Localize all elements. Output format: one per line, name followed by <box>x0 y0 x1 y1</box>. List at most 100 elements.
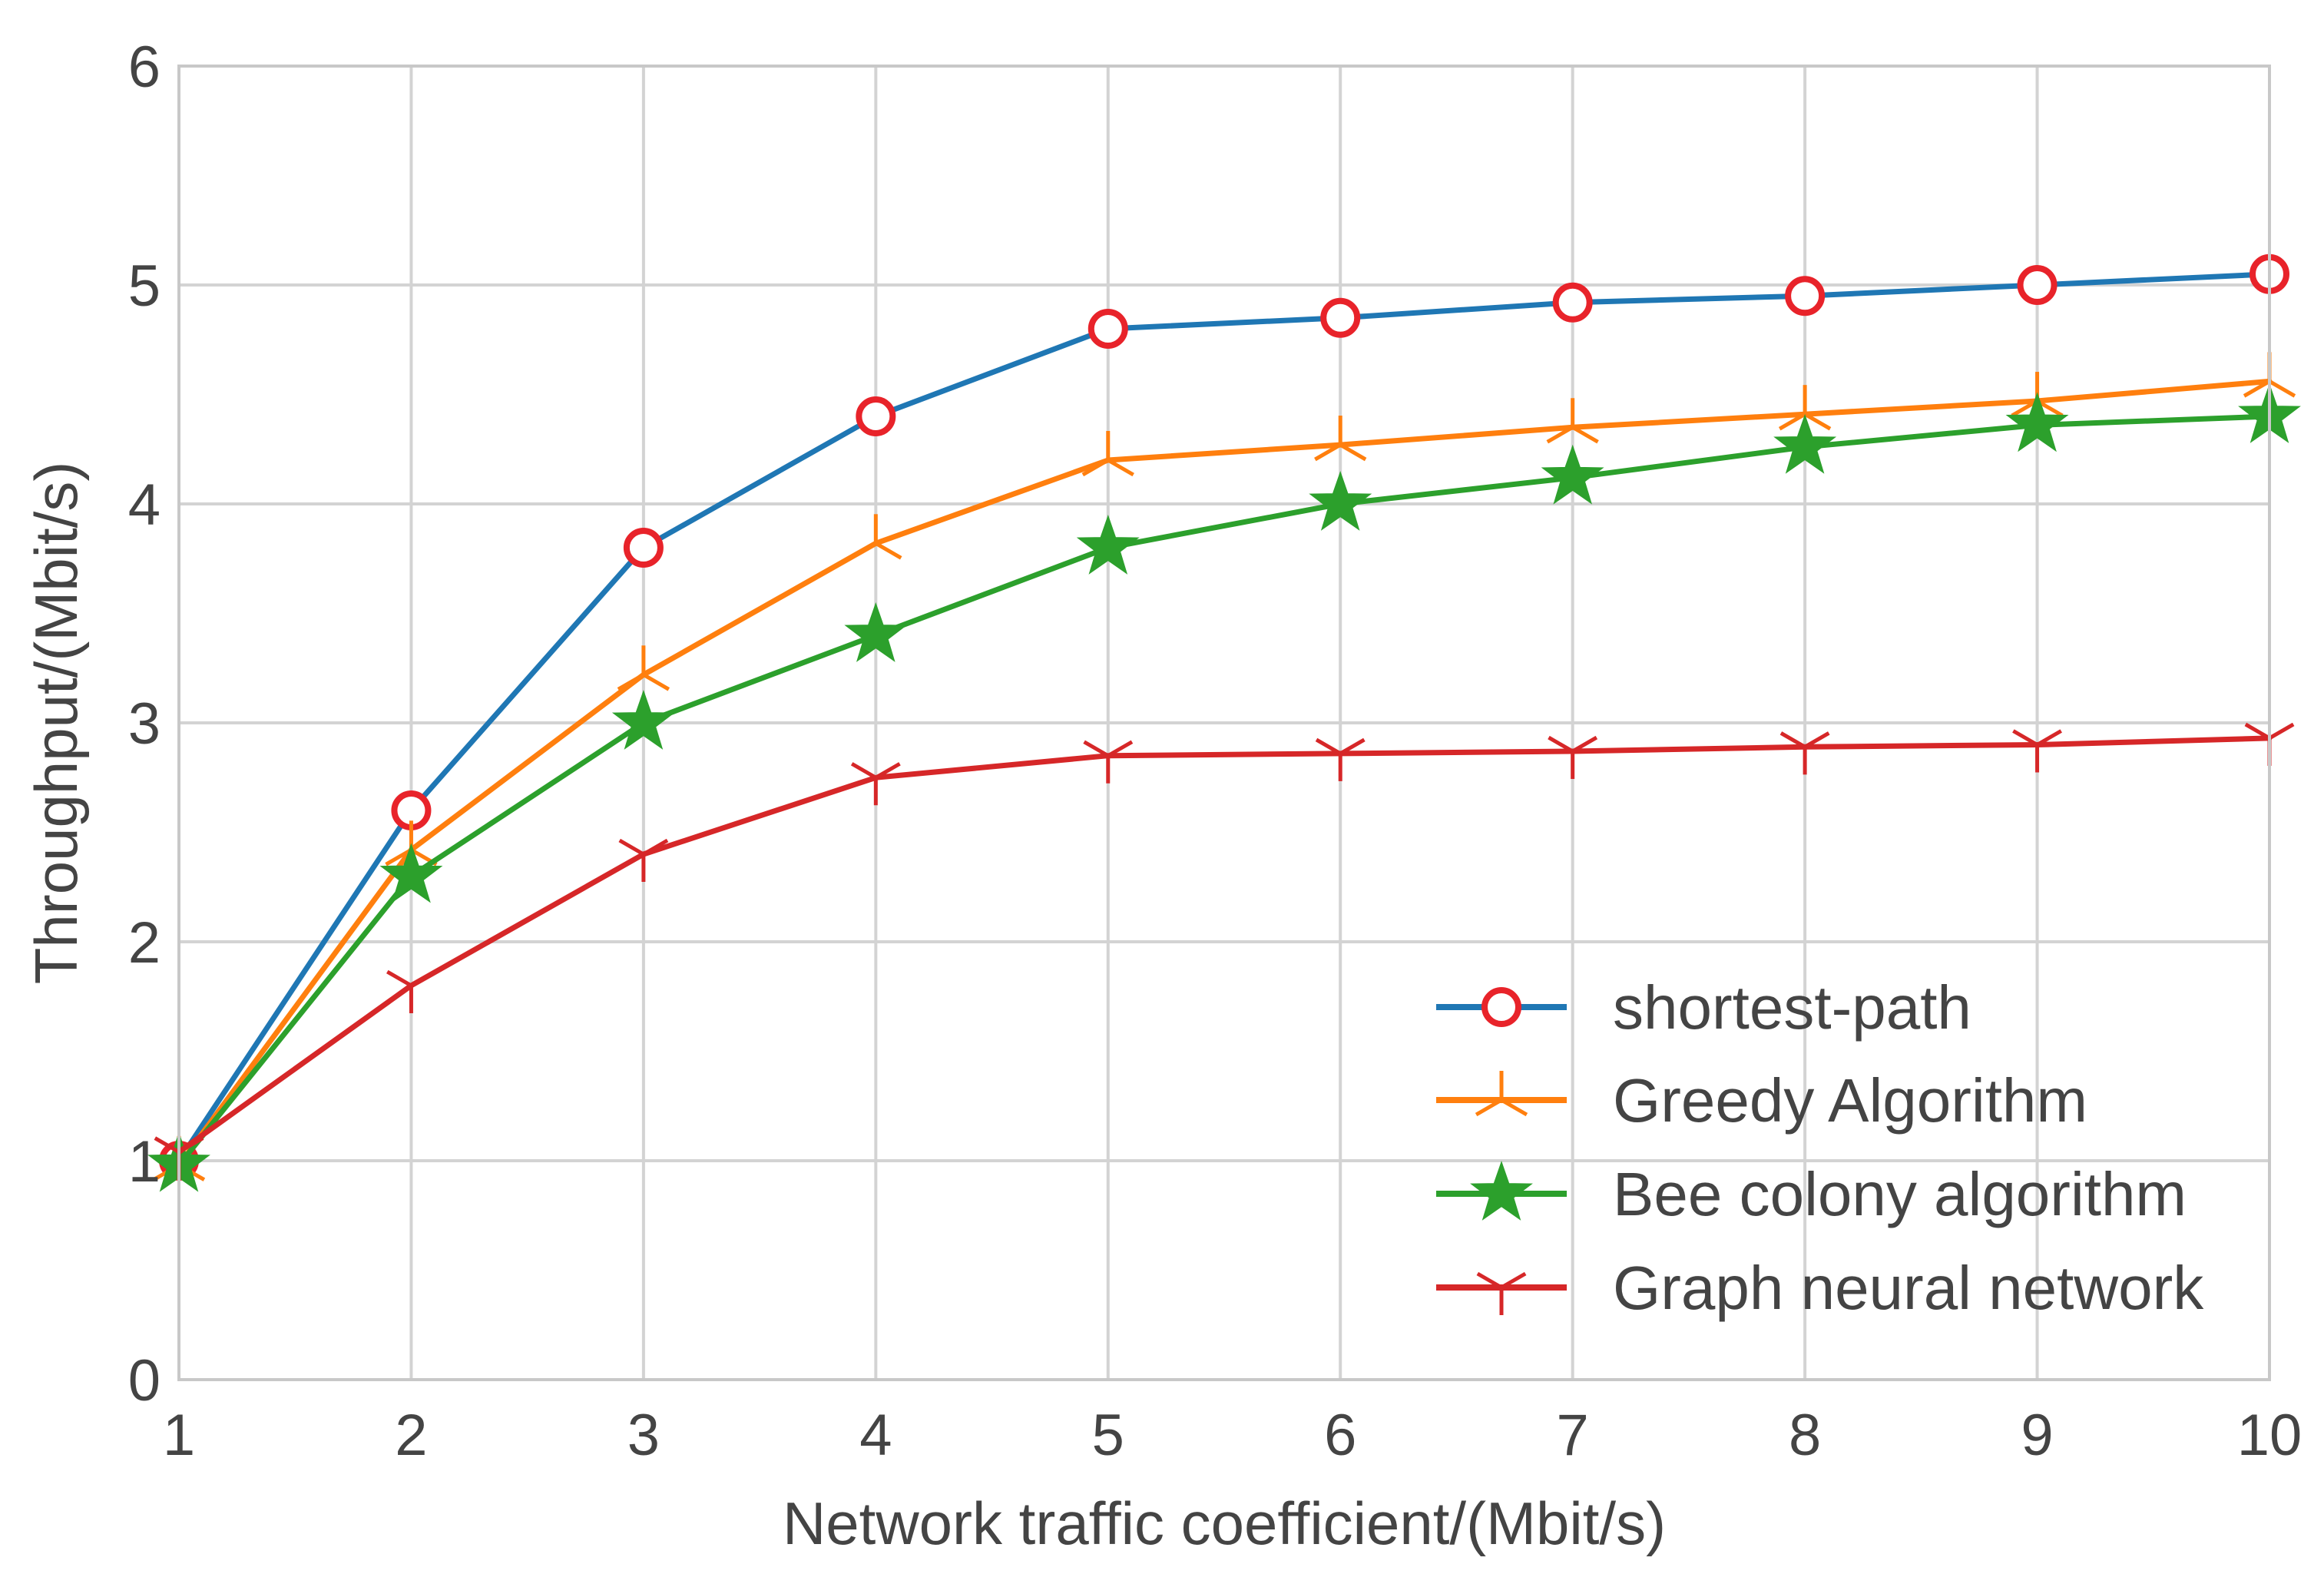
tri-star-arm <box>642 673 670 691</box>
series-line <box>176 378 2273 1168</box>
x-tick-label: 8 <box>1789 1403 1821 1468</box>
data-point <box>1773 413 1837 474</box>
data-point <box>379 843 443 903</box>
legend-item: Graph neural network <box>1436 1254 2204 1322</box>
legend-label: Graph neural network <box>1613 1254 2204 1322</box>
y-tick-label: 6 <box>128 35 161 100</box>
y-tick-label: 3 <box>128 691 161 757</box>
tri-star-arm <box>2243 379 2271 398</box>
data-point <box>386 969 436 1013</box>
circle-marker <box>1088 309 1128 349</box>
tri-down-arm <box>1548 735 1574 754</box>
tri-star-arm <box>1571 426 1599 444</box>
x-tick-label: 1 <box>163 1403 195 1468</box>
tri-down-arm <box>1107 740 1134 757</box>
series-line <box>176 735 2273 1155</box>
tri-down-arm <box>875 762 901 780</box>
tri-down-arm <box>1803 731 1830 749</box>
tri-down-arm <box>386 969 412 988</box>
circle-marker <box>1320 297 1361 338</box>
series-line <box>176 413 2273 1168</box>
data-point <box>1548 735 1598 780</box>
data-point <box>856 396 896 436</box>
tri-down-arm <box>1315 737 1342 756</box>
circle-marker <box>1481 987 1521 1027</box>
star-marker <box>1076 514 1140 575</box>
circle-marker <box>623 528 664 568</box>
star-marker <box>1470 1160 1533 1221</box>
legend-label: Greedy Algorithm <box>1613 1066 2087 1135</box>
data-point <box>617 645 670 691</box>
tri-star-arm <box>1081 458 1110 477</box>
data-point <box>1076 514 1140 575</box>
tri-down-arm <box>1339 737 1366 756</box>
tri-star-arm <box>1778 412 1806 431</box>
y-tick-label: 2 <box>128 910 161 976</box>
star-marker <box>1309 470 1372 531</box>
tri-star-arm <box>875 542 902 560</box>
data-point <box>1785 276 1826 316</box>
data-point <box>1309 470 1372 531</box>
tri-star-arm <box>2268 379 2296 398</box>
tri-down-arm <box>1500 1271 1527 1290</box>
series-layer <box>147 253 2301 1192</box>
data-point <box>1320 297 1361 338</box>
legend-item: Bee colony algorithm <box>1436 1160 2187 1228</box>
tri-down-arm <box>177 1136 204 1154</box>
data-point <box>1779 731 1830 775</box>
tri-star-arm <box>1546 426 1574 444</box>
tri-star-arm <box>1314 442 1342 462</box>
tri-star-arm <box>1107 458 1134 477</box>
tri-star-arm <box>385 848 412 867</box>
data-point <box>611 689 675 750</box>
legend-item: shortest-path <box>1436 973 1971 1042</box>
y-tick-label: 0 <box>128 1348 161 1413</box>
tri-down-arm <box>2268 722 2295 741</box>
tri-down-arm <box>2244 722 2271 741</box>
tri-down-arm <box>1779 731 1806 749</box>
x-tick-label: 4 <box>859 1403 892 1468</box>
tri-down-arm <box>2012 729 2038 747</box>
data-point <box>1546 398 1599 444</box>
legend-marker <box>1481 987 1521 1027</box>
tri-down-arm <box>410 969 436 988</box>
data-point <box>1552 282 1593 323</box>
data-point <box>844 601 908 662</box>
tri-down-arm <box>1571 735 1598 754</box>
data-point <box>1315 737 1366 781</box>
series-graph-neural-network <box>154 722 2295 1180</box>
data-point <box>1541 444 1604 505</box>
data-point <box>849 514 902 560</box>
star-marker <box>844 601 908 662</box>
y-axis-title: Throughput/(Mbit/s) <box>22 462 90 985</box>
star-marker <box>379 843 443 903</box>
legend-marker <box>1475 1071 1528 1117</box>
tri-down-arm <box>154 1136 180 1154</box>
tri-star-arm <box>1475 1098 1503 1117</box>
y-tick-label: 4 <box>128 472 161 538</box>
tri-down-arm <box>850 762 877 780</box>
data-point <box>2005 392 2069 452</box>
data-point <box>618 838 669 882</box>
tri-star-arm <box>1339 442 1367 462</box>
x-tick-label: 7 <box>1557 1403 1589 1468</box>
circle-marker <box>856 396 896 436</box>
tri-star-arm <box>1803 412 1832 431</box>
tri-star-arm <box>617 673 645 691</box>
x-tick-label: 2 <box>395 1403 427 1468</box>
x-tick-label: 5 <box>1092 1403 1124 1468</box>
star-marker <box>1773 413 1837 474</box>
tri-star-arm <box>849 542 877 560</box>
x-tick-label: 3 <box>627 1403 660 1468</box>
legend-marker <box>1476 1271 1527 1315</box>
star-marker <box>2005 392 2069 452</box>
data-point <box>2017 265 2058 305</box>
series-greedy-algorithm <box>152 352 2296 1181</box>
legend-marker <box>1470 1160 1533 1221</box>
y-tick-label: 1 <box>128 1129 161 1195</box>
x-axis-title: Network traffic coefficient/(Mbit/s) <box>783 1490 1666 1557</box>
tri-star-arm <box>2011 399 2038 418</box>
legend-label: shortest-path <box>1613 973 1971 1042</box>
